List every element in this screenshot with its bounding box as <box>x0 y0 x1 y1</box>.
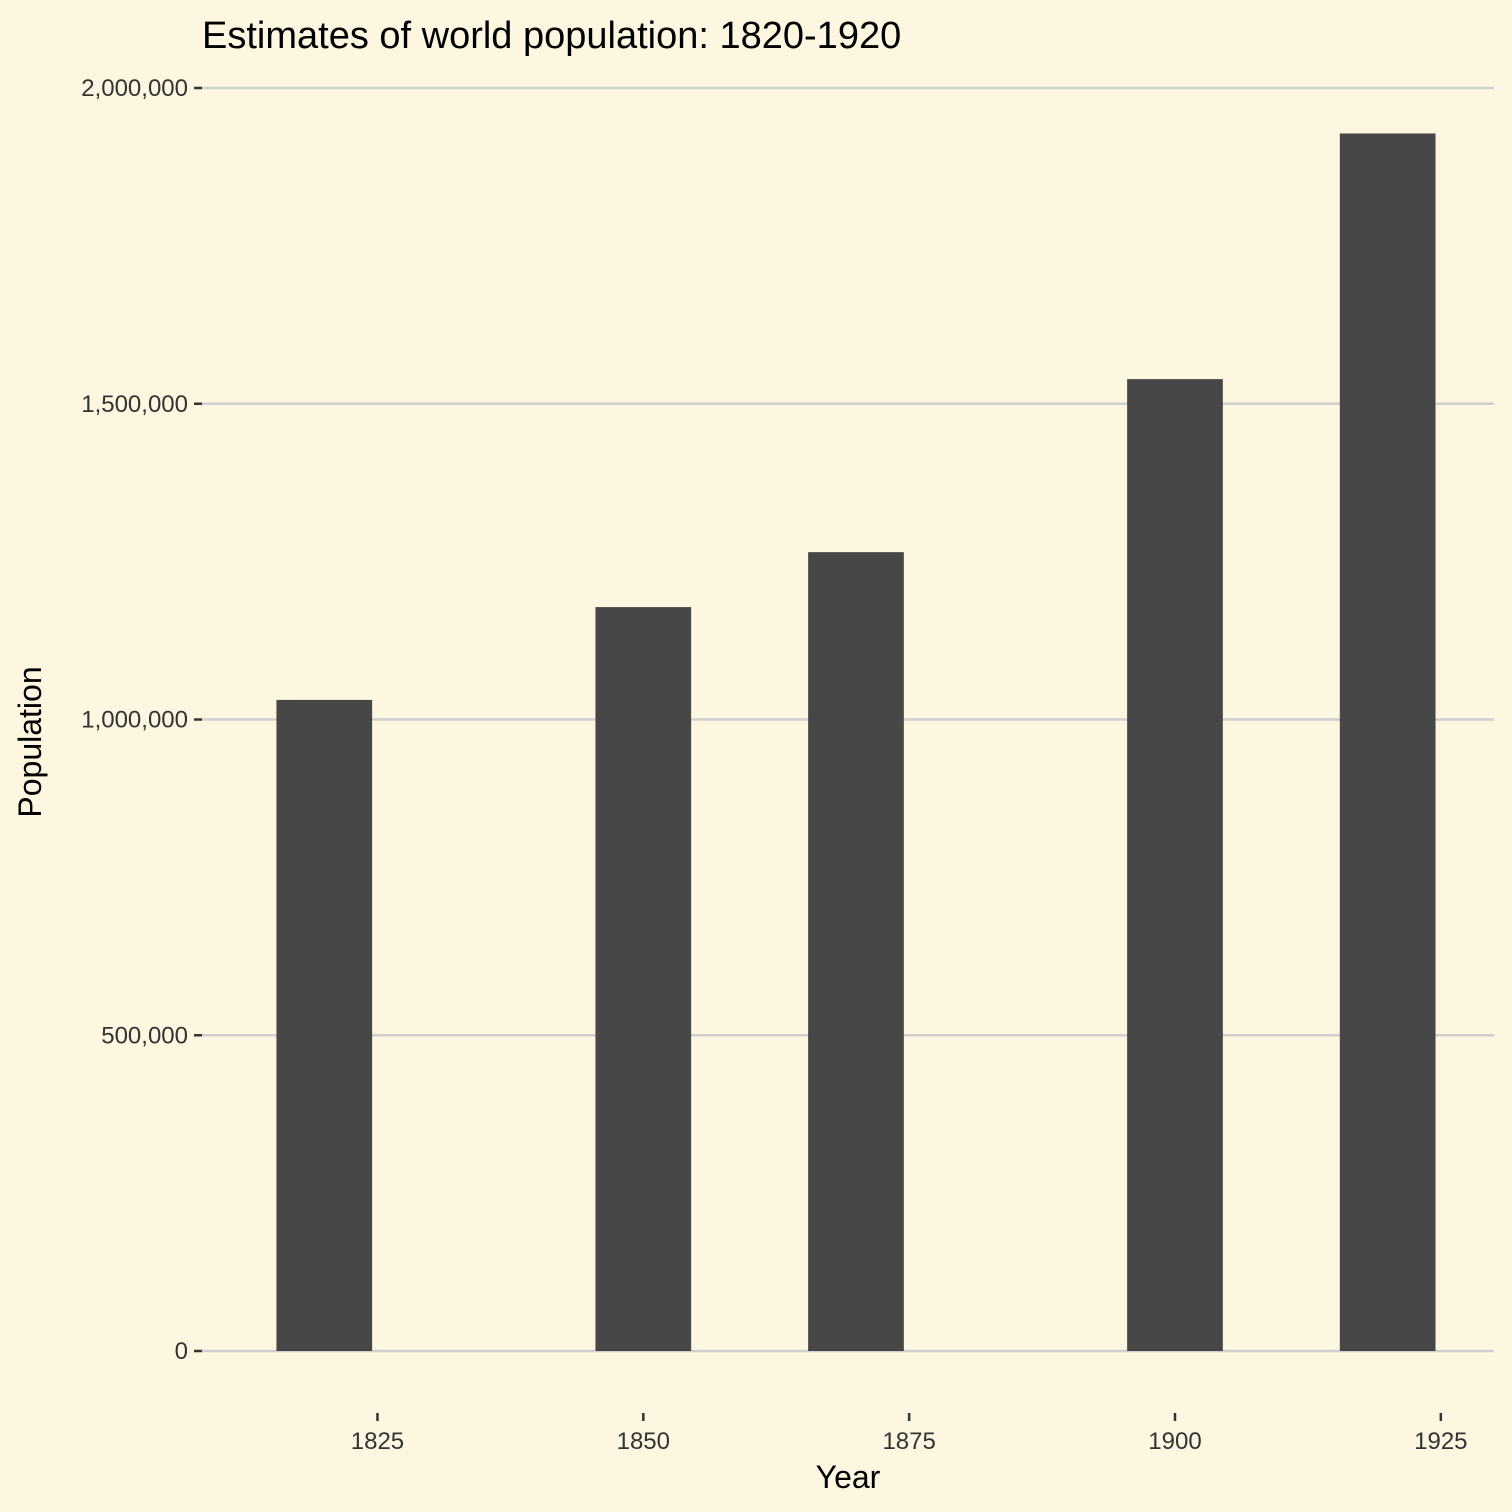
x-axis-title: Year <box>816 1459 881 1495</box>
x-axis: 1825 1850 1875 1900 1925 <box>351 1413 1468 1455</box>
chart-title: Estimates of world population: 1820-1920 <box>202 15 901 57</box>
x-tick-label: 1875 <box>882 1428 935 1455</box>
bar-1850 <box>595 607 692 1351</box>
x-tick-label: 1900 <box>1148 1428 1201 1455</box>
bar-1820 <box>276 699 373 1351</box>
bar-1900 <box>1127 379 1223 1352</box>
y-tick-label: 1,500,000 <box>81 391 188 418</box>
bar-1870 <box>808 552 904 1351</box>
y-axis: 0 500,000 1,000,000 1,500,000 2,000,000 <box>81 75 202 1365</box>
bar-1920 <box>1339 133 1436 1351</box>
y-tick-label: 0 <box>175 1338 188 1365</box>
x-tick-label: 1925 <box>1414 1428 1467 1455</box>
y-tick-label: 500,000 <box>101 1022 188 1049</box>
x-tick-label: 1850 <box>617 1428 670 1455</box>
bars <box>276 133 1436 1352</box>
x-tick-label: 1825 <box>351 1428 404 1455</box>
y-axis-title: Population <box>12 666 48 817</box>
y-tick-label: 2,000,000 <box>81 75 188 102</box>
y-tick-label: 1,000,000 <box>81 707 188 734</box>
